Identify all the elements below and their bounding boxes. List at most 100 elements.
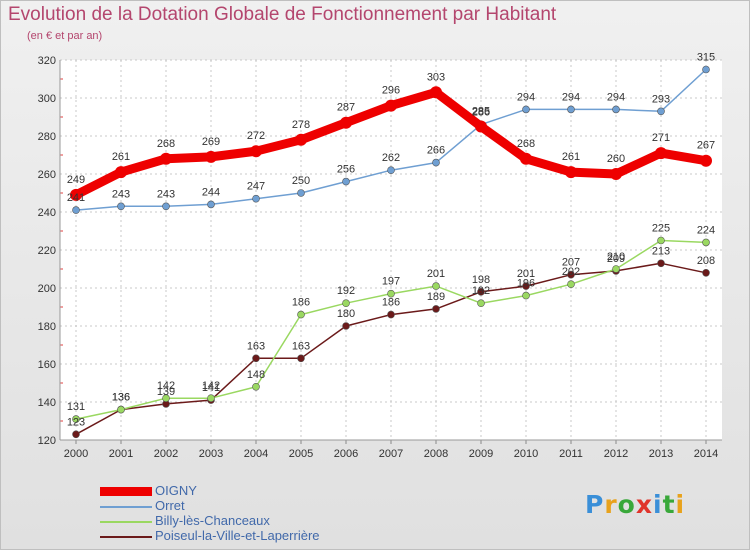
data-label: 207 bbox=[562, 257, 580, 269]
legend-item-poiseul: Poiseul-la-Ville-et-Laperrière bbox=[100, 528, 430, 544]
data-point bbox=[657, 107, 665, 116]
legend-label-poiseul: Poiseul-la-Ville-et-Laperrière bbox=[155, 528, 320, 543]
data-point bbox=[522, 291, 530, 300]
data-label: 192 bbox=[472, 285, 490, 297]
data-label: 286 bbox=[472, 107, 490, 119]
data-label: 197 bbox=[382, 276, 400, 288]
data-point bbox=[160, 152, 172, 165]
data-point bbox=[702, 268, 710, 277]
y-tick-label: 300 bbox=[38, 93, 56, 105]
x-tick-label: 2004 bbox=[244, 448, 268, 460]
data-point bbox=[430, 86, 442, 99]
data-point bbox=[700, 154, 712, 167]
data-label: 201 bbox=[427, 268, 445, 280]
data-label: 225 bbox=[652, 223, 670, 235]
y-tick-label: 220 bbox=[38, 245, 56, 257]
data-point bbox=[250, 145, 262, 158]
data-label: 163 bbox=[292, 340, 310, 352]
data-label: 285 bbox=[472, 106, 490, 118]
data-point bbox=[342, 299, 350, 308]
x-tick-label: 2001 bbox=[109, 448, 133, 460]
data-point bbox=[72, 430, 80, 439]
data-label: 141 bbox=[202, 382, 220, 394]
data-label: 123 bbox=[67, 416, 85, 428]
legend-label-orret: Orret bbox=[155, 498, 185, 513]
data-point bbox=[72, 415, 80, 423]
data-point bbox=[385, 99, 397, 112]
legend-swatch-billy bbox=[100, 521, 152, 523]
data-label: 142 bbox=[157, 380, 175, 392]
data-point bbox=[522, 105, 530, 114]
x-tick-label: 2012 bbox=[604, 448, 628, 460]
data-label: 294 bbox=[607, 91, 625, 103]
y-tick-label: 180 bbox=[38, 321, 56, 333]
data-label: 198 bbox=[472, 274, 490, 286]
data-label: 243 bbox=[112, 188, 130, 200]
data-point bbox=[207, 200, 215, 209]
y-tick-label: 140 bbox=[38, 397, 56, 409]
data-label: 163 bbox=[247, 340, 265, 352]
data-label: 202 bbox=[562, 266, 580, 278]
legend-label-billy: Billy-lès-Chanceaux bbox=[155, 513, 270, 528]
legend-item-oigny: OIGNY bbox=[100, 483, 430, 499]
x-tick-label: 2007 bbox=[379, 448, 403, 460]
data-label: 296 bbox=[382, 85, 400, 97]
data-point bbox=[657, 259, 665, 268]
y-tick-label: 160 bbox=[38, 359, 56, 371]
data-point bbox=[477, 299, 485, 308]
x-tick-label: 2010 bbox=[514, 448, 538, 460]
data-label: 268 bbox=[517, 138, 535, 150]
legend-swatch-orret bbox=[100, 506, 152, 508]
data-label: 142 bbox=[202, 380, 220, 392]
data-label: 210 bbox=[607, 251, 625, 263]
data-label: 294 bbox=[517, 91, 535, 103]
data-label: 247 bbox=[247, 181, 265, 193]
data-label: 261 bbox=[562, 151, 580, 163]
data-label: 315 bbox=[697, 52, 715, 64]
data-point bbox=[205, 150, 217, 163]
data-point bbox=[387, 289, 395, 298]
x-tick-label: 2002 bbox=[154, 448, 178, 460]
x-tick-label: 2006 bbox=[334, 448, 358, 460]
brand-letter: t bbox=[662, 490, 676, 519]
x-tick-label: 2011 bbox=[559, 448, 583, 460]
data-label: 189 bbox=[427, 291, 445, 303]
data-label: 271 bbox=[652, 132, 670, 144]
brand-letter: i bbox=[653, 490, 663, 519]
data-point bbox=[72, 206, 80, 214]
data-point bbox=[475, 120, 487, 133]
legend-swatch-poiseul bbox=[100, 536, 152, 538]
data-label: 201 bbox=[517, 268, 535, 280]
data-point bbox=[477, 287, 485, 296]
data-label: 262 bbox=[382, 152, 400, 164]
data-label: 287 bbox=[337, 102, 355, 114]
x-tick-label: 2000 bbox=[64, 448, 88, 460]
data-point bbox=[567, 270, 575, 279]
data-label: 192 bbox=[337, 285, 355, 297]
data-label: 131 bbox=[67, 401, 85, 413]
data-point bbox=[207, 394, 215, 403]
data-label: 293 bbox=[652, 93, 670, 105]
data-point bbox=[297, 354, 305, 363]
data-label: 294 bbox=[562, 91, 580, 103]
data-label: 250 bbox=[292, 175, 310, 187]
y-tick-label: 200 bbox=[38, 283, 56, 295]
data-point bbox=[252, 194, 260, 203]
data-label: 269 bbox=[202, 136, 220, 148]
y-tick-label: 280 bbox=[38, 131, 56, 143]
brand-letter: o bbox=[617, 490, 636, 519]
x-tick-label: 2005 bbox=[289, 448, 313, 460]
y-tick-label: 260 bbox=[38, 169, 56, 181]
brand-letter: i bbox=[675, 490, 686, 519]
x-tick-label: 2003 bbox=[199, 448, 223, 460]
data-label: 139 bbox=[157, 386, 175, 398]
data-point bbox=[702, 65, 710, 74]
data-point bbox=[340, 116, 352, 129]
legend-label-oigny: OIGNY bbox=[155, 483, 197, 498]
data-label: 278 bbox=[292, 119, 310, 131]
y-tick-label: 240 bbox=[38, 207, 56, 219]
data-point bbox=[610, 168, 622, 180]
chart-subtitle: (en € et par an) bbox=[27, 30, 103, 42]
legend-item-orret: Orret bbox=[100, 498, 430, 514]
brand-letter: r bbox=[604, 490, 618, 519]
